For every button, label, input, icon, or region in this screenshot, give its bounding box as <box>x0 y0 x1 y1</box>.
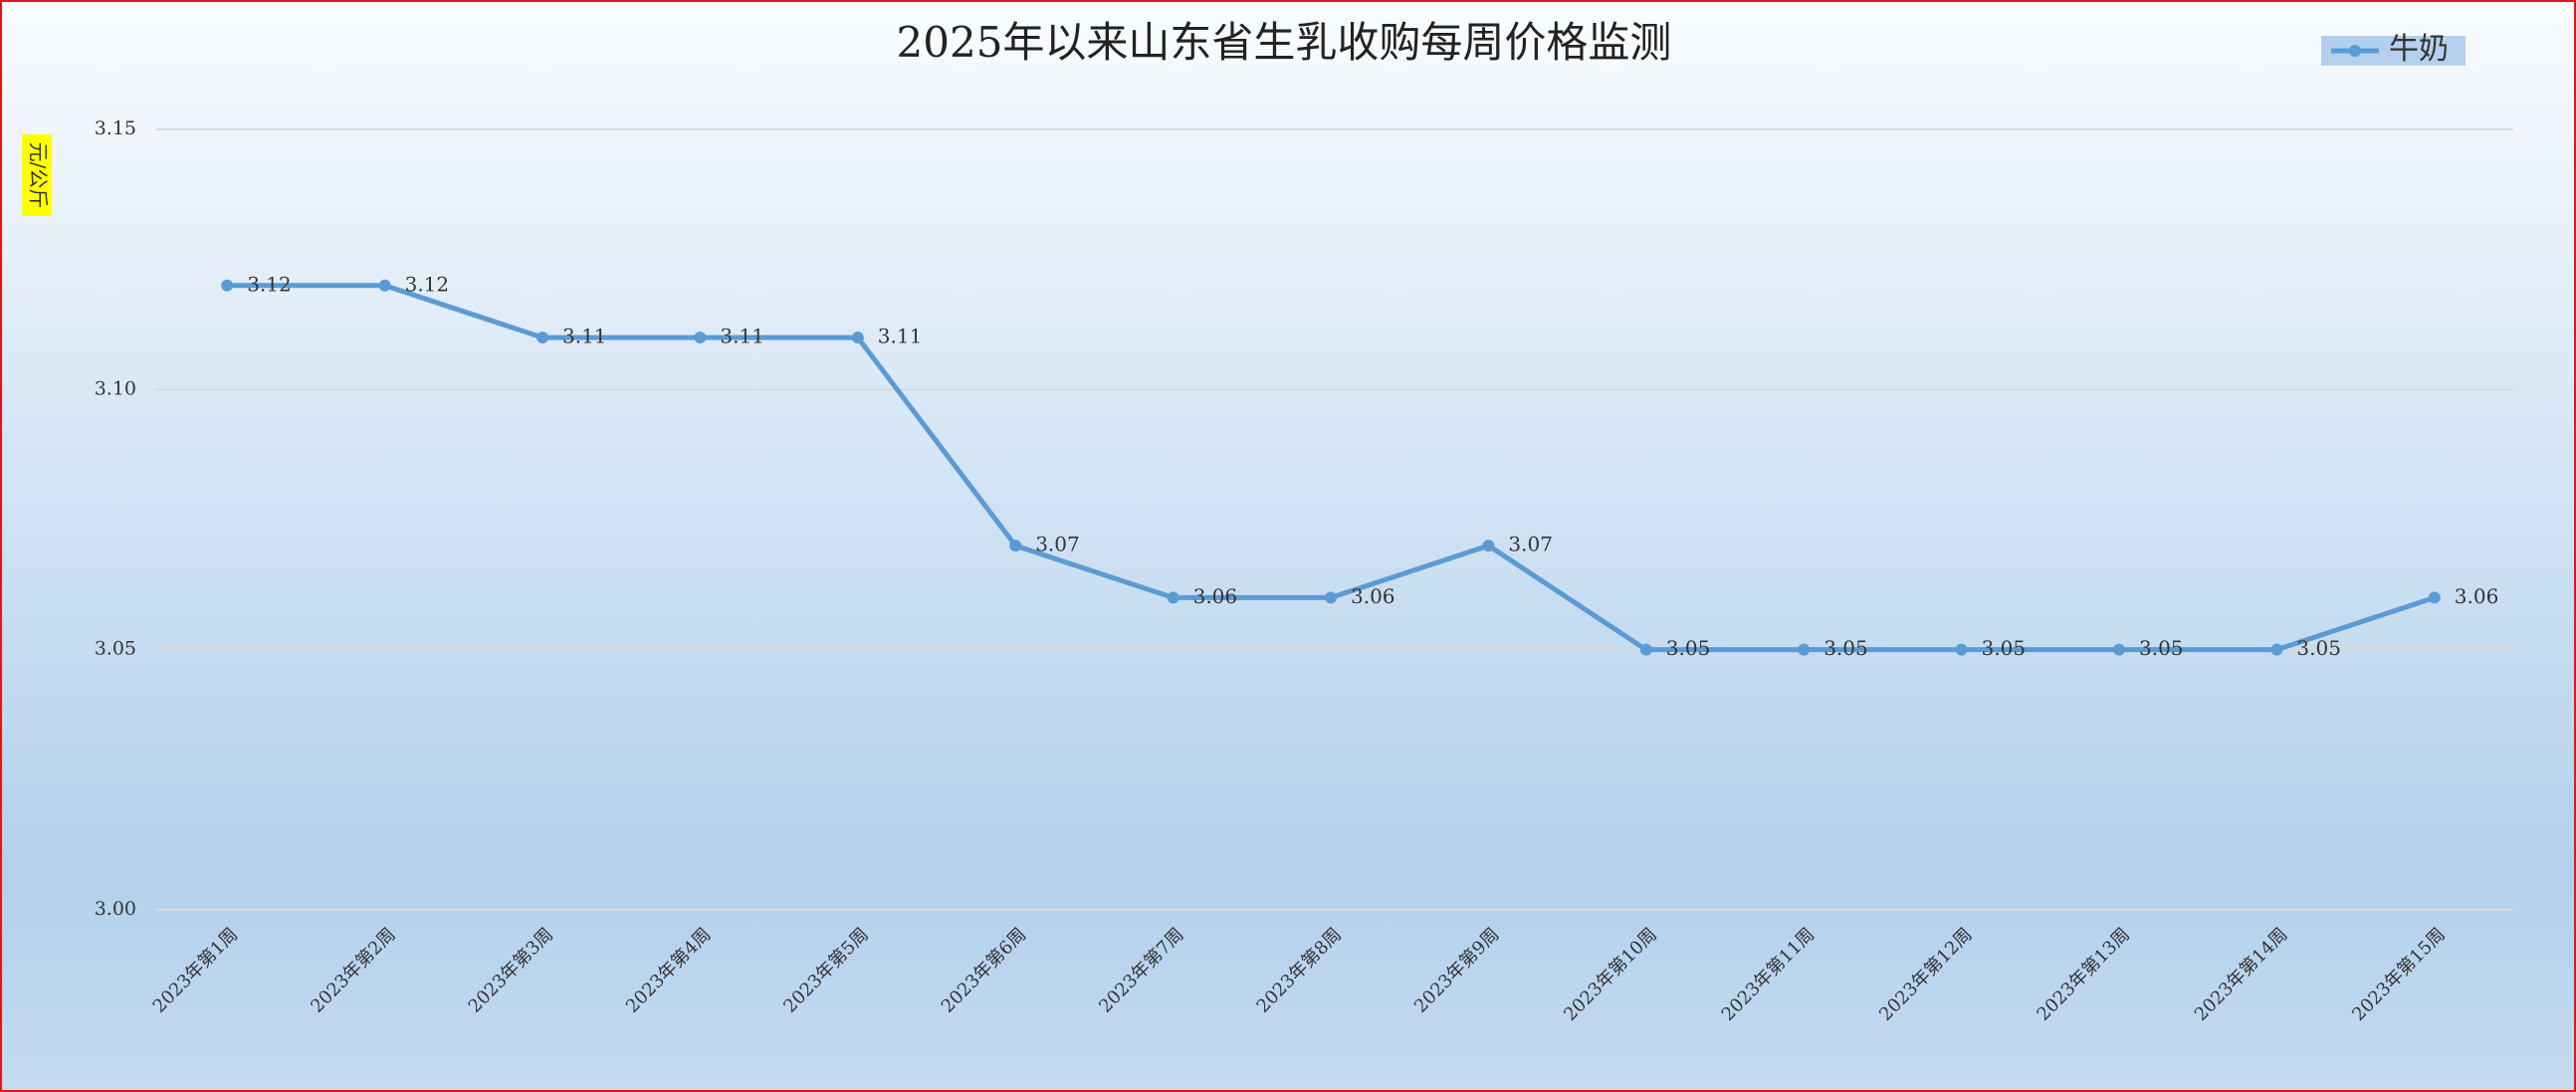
data-label: 3.07 <box>1508 533 1553 556</box>
data-label: 3.05 <box>2139 636 2184 660</box>
marker <box>1639 643 1652 656</box>
legend-label: 牛奶 <box>2389 32 2449 67</box>
data-label: 3.06 <box>2455 584 2499 608</box>
data-label: 3.05 <box>1982 636 2027 660</box>
marker <box>851 331 864 344</box>
chart-title: 2025年以来山东省生乳收购每周价格监测 <box>897 18 1672 67</box>
y-label-bg <box>22 134 52 216</box>
legend: 牛奶 <box>2331 32 2449 67</box>
marker <box>221 279 234 292</box>
data-label: 3.05 <box>1824 636 1868 660</box>
marker <box>694 331 707 344</box>
data-label: 3.05 <box>1666 636 1711 660</box>
marker <box>1798 643 1811 656</box>
marker <box>2270 643 2283 656</box>
y-tick-label: 3.15 <box>95 117 136 139</box>
legend-marker <box>2349 45 2361 57</box>
marker <box>1325 591 1337 604</box>
data-label: 3.06 <box>1193 584 1238 608</box>
marker <box>1009 540 1022 552</box>
data-label: 3.06 <box>1351 584 1395 608</box>
data-label: 3.07 <box>1035 533 1080 556</box>
data-label: 3.12 <box>405 272 450 296</box>
data-label: 3.11 <box>878 325 923 348</box>
y-tick-label: 3.05 <box>95 638 136 660</box>
y-tick-label: 3.10 <box>95 377 136 399</box>
marker <box>2113 643 2125 656</box>
marker <box>1955 643 1968 656</box>
y-tick-label: 3.00 <box>95 898 136 920</box>
marker <box>1482 540 1495 552</box>
marker <box>378 279 391 292</box>
marker <box>2428 591 2441 604</box>
data-label: 3.11 <box>720 325 764 348</box>
data-label: 3.11 <box>562 325 607 348</box>
y-axis-label: 元/公斤 <box>27 142 51 209</box>
data-label: 3.12 <box>247 272 292 296</box>
data-label: 3.05 <box>2296 636 2341 660</box>
marker <box>537 331 548 344</box>
marker <box>1167 591 1180 604</box>
